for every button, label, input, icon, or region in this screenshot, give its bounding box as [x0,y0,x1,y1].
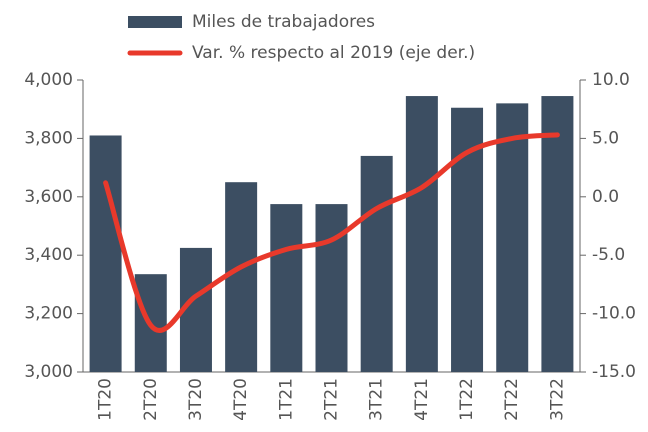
bar [496,103,529,373]
x-tick-label: 4T20 [231,378,251,421]
x-tick-label: 4T21 [412,378,432,421]
y2-tick-label: -15.0 [592,362,636,382]
x-tick-label: 3T20 [186,378,206,421]
bar [541,96,574,372]
y-tick-label: 3,400 [24,245,73,265]
x-tick-label: 3T22 [547,378,567,421]
x-tick-label: 3T21 [367,378,387,421]
x-tick-label: 2T21 [322,378,342,421]
y2-tick-label: -10.0 [592,304,636,324]
legend-swatch [128,16,182,28]
y-tick-label: 4,000 [24,70,73,90]
x-tick-label: 2T20 [141,378,161,421]
legend-label: Var. % respecto al 2019 (eje der.) [192,43,475,63]
line [103,132,560,333]
y-tick-label: 3,800 [24,128,73,148]
y2-tick-label: 10.0 [592,70,630,90]
y-tick-label: 3,200 [24,304,73,324]
legend-label: Miles de trabajadores [192,12,375,32]
bar [89,135,122,372]
x-tick-label: 1T22 [457,378,477,421]
y-tick-label: 3,600 [24,187,73,207]
bar [405,96,438,372]
x-tick-label: 1T20 [96,378,116,421]
bar [270,204,303,372]
y2-tick-label: -5.0 [592,245,625,265]
bar [360,155,393,372]
bar [225,182,258,372]
y2-tick-label: 0.0 [592,187,619,207]
x-tick-label: 1T21 [276,378,296,421]
y-tick-label: 3,000 [24,362,73,382]
y2-tick-label: 5.0 [592,128,619,148]
x-tick-label: 2T22 [502,378,522,421]
bar [315,204,348,372]
